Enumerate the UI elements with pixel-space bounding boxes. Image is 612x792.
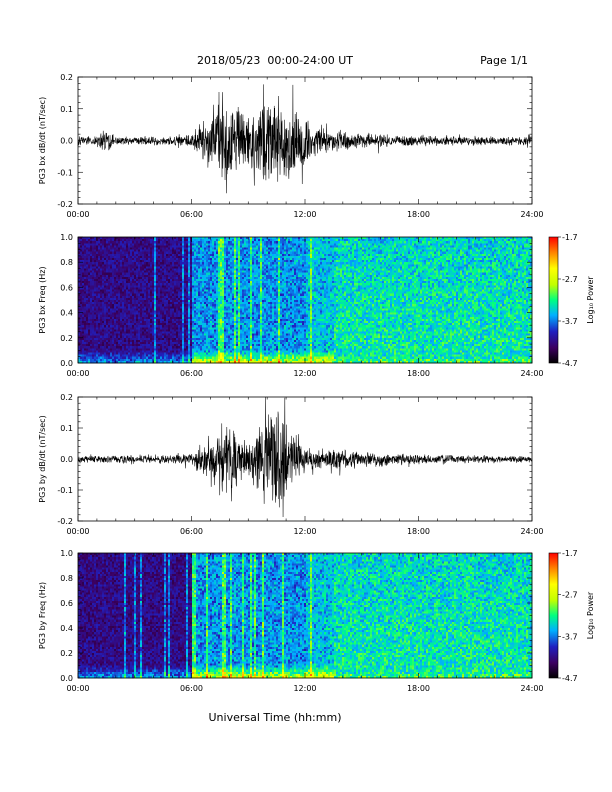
colorbar-tick-label: -2.7	[562, 275, 578, 284]
y-tick-label: 0.1	[60, 424, 73, 433]
y-tick-label: 0.0	[60, 455, 73, 464]
colorbar-tick-label: -1.7	[562, 233, 578, 242]
colorbar-tick-label: -2.7	[562, 591, 578, 600]
y-tick-label: 1.0	[60, 233, 73, 242]
x-tick-label: 00:00	[66, 684, 89, 693]
x-tick-label: 12:00	[293, 369, 316, 378]
colorbar-tick-label: -4.7	[562, 674, 578, 683]
by-spectrogram-panel: 00:00 06:00 12:00 18:00 24:00 1.0 0.8 0.6 0.4 0.2…	[38, 549, 595, 693]
y-axis-label: PG3 by Freq (Hz)	[38, 582, 47, 649]
colorbar	[548, 236, 559, 364]
spectrogram-image	[78, 553, 533, 679]
x-tick-label: 18:00	[407, 210, 430, 219]
y-tick-label: 0.8	[60, 258, 73, 267]
dbdt-trace	[77, 84, 533, 194]
x-tick-label: 24:00	[520, 369, 543, 378]
plot-frame	[77, 236, 533, 364]
header-date-range: 2018/05/23 00:00-24:00 UT	[197, 54, 353, 67]
x-tick-label: 06:00	[180, 527, 203, 536]
x-tick-label: 18:00	[407, 684, 430, 693]
y-tick-label: 0.4	[60, 624, 73, 633]
y-tick-label: 0.2	[60, 393, 73, 402]
colorbar-tick-label: -3.7	[562, 317, 578, 326]
x-tick-label: 06:00	[180, 210, 203, 219]
y-axis-label: PG3 by dB/dt (nT/sec)	[38, 415, 47, 502]
dbdt-trace	[77, 396, 533, 518]
header-page-number: Page 1/1	[480, 54, 528, 67]
y-tick-label: 1.0	[60, 549, 73, 558]
y-tick-label: 0.2	[60, 649, 73, 658]
x-tick-label: 12:00	[293, 684, 316, 693]
y-tick-label: 0.6	[60, 283, 73, 292]
y-tick-label: 0.2	[60, 334, 73, 343]
plot-frame	[77, 396, 533, 522]
x-tick-label: 24:00	[520, 210, 543, 219]
colorbar-tick-label: -3.7	[562, 632, 578, 641]
spectrogram-image	[78, 237, 533, 364]
plot-frame	[77, 76, 533, 205]
y-tick-label: -0.2	[57, 517, 73, 526]
colorbar-label: Log₁₀ Power	[586, 276, 595, 324]
x-tick-label: 18:00	[407, 527, 430, 536]
x-tick-label: 00:00	[66, 369, 89, 378]
colorbar-label: Log₁₀ Power	[586, 591, 595, 639]
by-waveform-panel: 00:00 06:00 12:00 18:00 24:00 0.2 0.1 0.0 -0.1 -0…	[38, 393, 544, 536]
y-axis-label: PG3 bx dB/dt (nT/sec)	[38, 97, 47, 184]
colorbar-tick-label: -1.7	[562, 549, 578, 558]
y-tick-label: -0.2	[57, 200, 73, 209]
x-tick-label: 24:00	[520, 527, 543, 536]
bx-spectrogram-panel: 00:00 06:00 12:00 18:00 24:00 1.0 0.8 0.6 0.4 0.2…	[38, 233, 595, 378]
x-tick-label: 06:00	[180, 369, 203, 378]
bx-waveform-panel: 00:00 06:00 12:00 18:00 24:00 0.2 0.1 0.0 -0.1 -0…	[38, 73, 544, 219]
x-axis-title: Universal Time (hh:mm)	[209, 711, 342, 724]
y-axis-label: PG3 bx Freq (Hz)	[38, 266, 47, 333]
y-tick-label: -0.1	[57, 486, 73, 495]
colorbar	[548, 552, 559, 679]
x-tick-label: 00:00	[66, 210, 89, 219]
y-tick-label: 0.8	[60, 574, 73, 583]
x-tick-label: 12:00	[293, 527, 316, 536]
y-tick-label: 0.0	[60, 359, 73, 368]
y-tick-label: 0.0	[60, 674, 73, 683]
plot-frame	[77, 552, 533, 679]
x-tick-label: 06:00	[180, 684, 203, 693]
x-tick-label: 18:00	[407, 369, 430, 378]
y-tick-label: 0.1	[60, 105, 73, 114]
axis-tick-marks	[77, 76, 533, 205]
y-tick-label: 0.0	[60, 137, 73, 146]
y-tick-label: 0.4	[60, 309, 73, 318]
x-tick-label: 24:00	[520, 684, 543, 693]
x-tick-label: 12:00	[293, 210, 316, 219]
y-tick-label: 0.2	[60, 73, 73, 82]
x-tick-label: 00:00	[66, 527, 89, 536]
colorbar-tick-label: -4.7	[562, 359, 578, 368]
y-tick-label: 0.6	[60, 599, 73, 608]
y-tick-label: -0.1	[57, 168, 73, 177]
